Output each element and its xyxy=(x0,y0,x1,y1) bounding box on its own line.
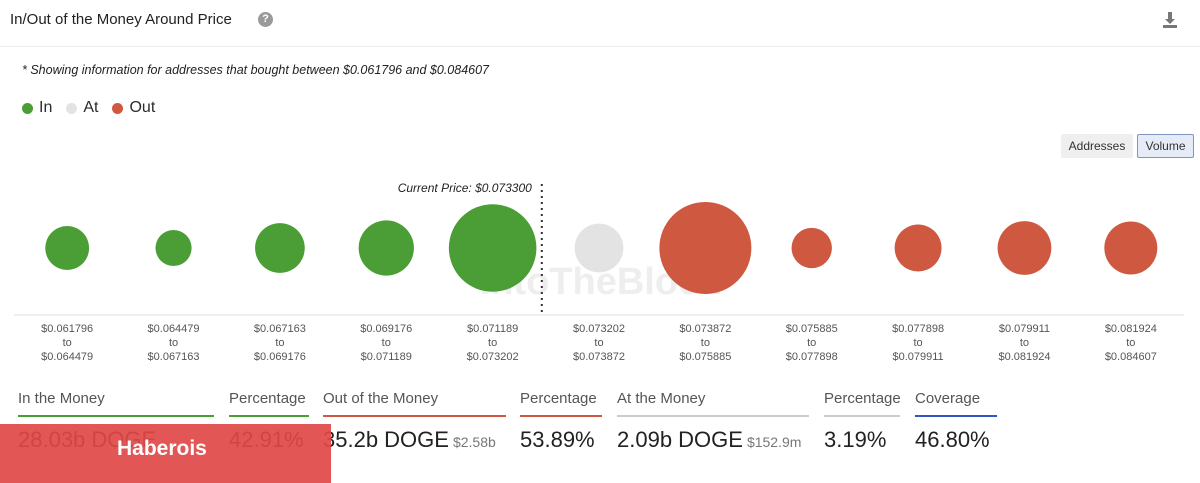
legend: In At Out xyxy=(22,99,155,117)
addresses-toggle[interactable]: Addresses xyxy=(1061,134,1133,158)
legend-item-at[interactable]: At xyxy=(66,99,98,117)
tick-label-8: $0.077898 to $0.079911 xyxy=(892,323,944,363)
stat-3: Percentage 53.89% xyxy=(520,390,602,453)
tick-label-7: $0.075885 to $0.077898 xyxy=(786,323,838,363)
volume-toggle[interactable]: Volume xyxy=(1137,134,1194,158)
tick-label-1: $0.064479 to $0.067163 xyxy=(148,323,200,363)
help-icon[interactable]: ? xyxy=(258,12,273,27)
stat-5: Percentage 3.19% xyxy=(824,390,901,453)
bubble-0 xyxy=(45,226,90,270)
tick-label-6: $0.073872 to $0.075885 xyxy=(679,323,731,363)
stat-label-2: Out of the Money xyxy=(323,390,506,417)
stat-label-0: In the Money xyxy=(18,390,214,417)
stat-value-3: 53.89% xyxy=(520,427,595,452)
page-title: In/Out of the Money Around Price xyxy=(10,11,232,28)
stat-value-4: 2.09b DOGE $152.9m xyxy=(617,427,802,452)
stat-6: Coverage 46.80% xyxy=(915,390,997,453)
stat-value-2: 35.2b DOGE $2.58b xyxy=(323,427,496,452)
bubble-5 xyxy=(574,223,624,273)
legend-dot-at xyxy=(66,102,78,114)
widget-header: In/Out of the Money Around Price ? xyxy=(0,0,1200,47)
legend-label-at: At xyxy=(83,99,99,116)
stat-label-5: Percentage xyxy=(824,390,901,417)
watermark-banner-text: Haberois xyxy=(117,437,207,460)
tick-label-5: $0.073202 to $0.073872 xyxy=(573,323,625,363)
money-bubble-chart: IntoTheBlock$0.061796 to $0.064479$0.06447… xyxy=(14,181,1184,363)
watermark-banner xyxy=(0,424,331,483)
bubble-10 xyxy=(1104,221,1158,275)
stat-label-1: Percentage xyxy=(229,390,309,417)
bubble-6 xyxy=(659,202,752,294)
legend-item-in[interactable]: In xyxy=(22,99,52,117)
legend-label-out: Out xyxy=(129,99,156,116)
download-icon[interactable] xyxy=(1160,10,1180,30)
stat-sub-2: $2.58b xyxy=(452,434,496,450)
stat-2: Out of the Money 35.2b DOGE $2.58b xyxy=(323,390,506,453)
stat-4: At the Money 2.09b DOGE $152.9m xyxy=(617,390,809,453)
legend-item-out[interactable]: Out xyxy=(112,99,155,117)
tick-label-3: $0.069176 to $0.071189 xyxy=(360,323,412,363)
bubble-7 xyxy=(791,227,832,269)
stat-label-6: Coverage xyxy=(915,390,997,417)
tick-label-2: $0.067163 to $0.069176 xyxy=(254,323,306,363)
bubble-1 xyxy=(155,229,192,267)
stat-sub-4: $152.9m xyxy=(746,434,802,450)
bubble-2 xyxy=(255,223,305,273)
tick-label-0: $0.061796 to $0.064479 xyxy=(41,323,93,363)
legend-label-in: In xyxy=(39,99,53,116)
range-note: * Showing information for addresses that… xyxy=(22,63,490,77)
current-price-label: Current Price: $0.073300 xyxy=(398,181,532,195)
stat-label-3: Percentage xyxy=(520,390,602,417)
legend-dot-in xyxy=(22,102,33,114)
bubble-9 xyxy=(997,221,1052,275)
legend-dot-out xyxy=(112,102,124,114)
bubble-4 xyxy=(448,204,537,292)
bubble-3 xyxy=(358,220,414,276)
stat-value-6: 46.80% xyxy=(915,427,990,452)
bubble-8 xyxy=(894,224,942,272)
stat-value-5: 3.19% xyxy=(824,427,887,452)
stat-label-4: At the Money xyxy=(617,390,809,417)
tick-label-4: $0.071189 to $0.073202 xyxy=(467,323,519,363)
tick-label-9: $0.079911 to $0.081924 xyxy=(998,323,1050,363)
tick-label-10: $0.081924 to $0.084607 xyxy=(1105,323,1157,363)
